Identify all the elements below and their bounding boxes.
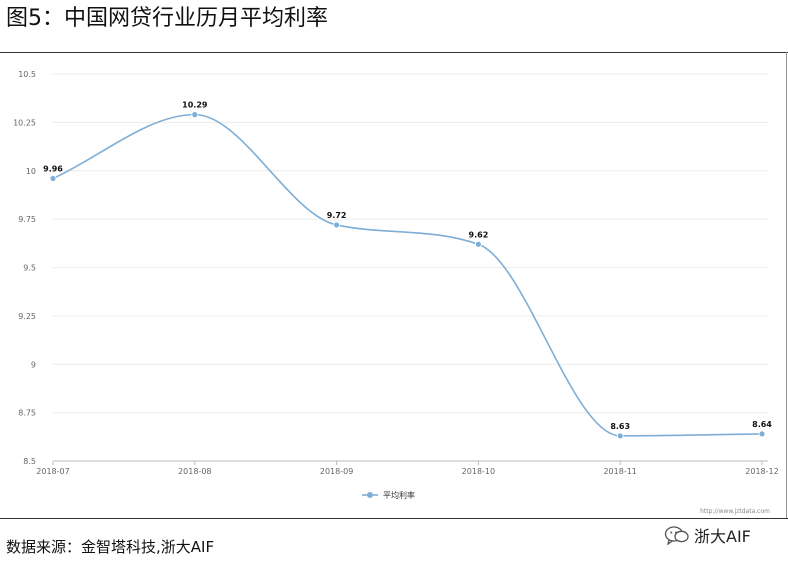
data-label: 10.29 <box>182 101 208 110</box>
brand-badge: 浙大AIF <box>664 520 751 550</box>
bottom-divider <box>0 518 788 519</box>
figure-title: 图5：中国网贷行业历月平均利率 <box>6 6 328 31</box>
data-points <box>49 111 766 440</box>
x-tick-label: 2018-10 <box>462 467 495 476</box>
watermark: http://www.jztdata.com <box>700 508 770 515</box>
gridlines <box>53 73 768 462</box>
y-tick-label: 8.75 <box>18 409 36 418</box>
y-tick-label: 10.5 <box>18 70 36 79</box>
series-line <box>52 113 763 437</box>
y-tick-label: 8.5 <box>23 457 36 466</box>
data-label: 9.96 <box>43 164 63 173</box>
y-axis-ticks: 8.5 8.75 9 9.25 9.5 9.75 10 10.25 10.5 <box>13 70 36 466</box>
data-label: 9.72 <box>327 211 347 220</box>
x-tick-label: 2018-12 <box>745 467 778 476</box>
x-axis: 2018-07 2018-08 2018-09 2018-10 2018-11 2018-… <box>36 461 779 476</box>
y-tick-label: 9.75 <box>18 215 36 224</box>
top-divider <box>0 52 788 53</box>
frame-right-edge <box>786 52 787 519</box>
x-tick-label: 2018-09 <box>320 467 353 476</box>
data-point[interactable] <box>474 240 482 248</box>
y-tick-label: 9.25 <box>18 312 36 321</box>
brand-label: 浙大AIF <box>694 527 751 546</box>
y-tick-label: 9.5 <box>23 264 36 273</box>
data-label: 9.62 <box>469 230 489 239</box>
data-point[interactable] <box>616 432 624 440</box>
data-point[interactable] <box>49 175 57 182</box>
data-point[interactable] <box>191 111 199 119</box>
legend-swatch-marker <box>367 492 373 498</box>
x-tick-label: 2018-08 <box>178 467 211 476</box>
y-tick-label: 9 <box>31 360 36 369</box>
wechat-icon <box>664 525 690 546</box>
legend[interactable]: 平均利率 <box>362 490 415 500</box>
x-tick-label: 2018-07 <box>36 467 69 476</box>
source-note: 数据来源：金智塔科技,浙大AIF <box>6 538 215 556</box>
data-point[interactable] <box>333 221 341 229</box>
x-tick-label: 2018-11 <box>603 467 636 476</box>
data-labels: 9.96 10.29 9.72 9.62 8.63 8.64 <box>43 101 772 431</box>
y-tick-label: 10.25 <box>13 118 36 127</box>
data-label: 8.63 <box>610 422 630 431</box>
y-tick-label: 10 <box>26 167 36 176</box>
legend-label: 平均利率 <box>383 490 415 500</box>
data-point[interactable] <box>758 430 766 438</box>
data-label: 8.64 <box>752 420 772 429</box>
